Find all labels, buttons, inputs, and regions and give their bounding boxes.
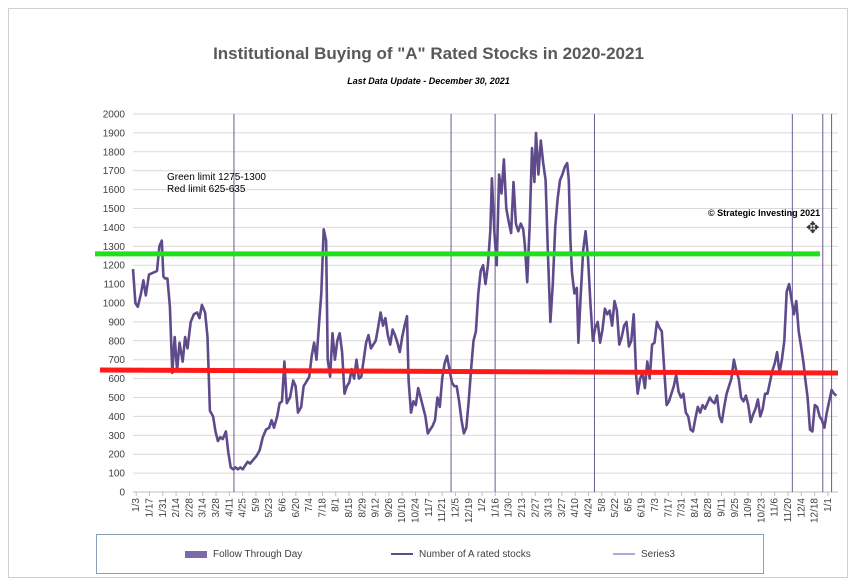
legend-label: Follow Through Day	[213, 549, 303, 560]
x-tick-label: 2/14	[171, 498, 182, 518]
chart-subtitle: Last Data Update - December 30, 2021	[347, 76, 510, 86]
x-tick-label: 2/13	[517, 498, 528, 518]
red-limit-note: Red limit 625-635	[167, 184, 246, 195]
x-tick-label: 1/16	[490, 498, 501, 518]
x-tick-label: 7/18	[317, 498, 328, 518]
x-tick-label: 11/21	[437, 498, 448, 523]
chart-title: Institutional Buying of "A" Rated Stocks…	[213, 44, 644, 63]
legend: Follow Through Day Number of A rated sto…	[96, 534, 764, 574]
x-tick-label: 1/1	[823, 498, 834, 512]
x-tick-label: 4/25	[238, 498, 249, 518]
x-tick-label: 3/27	[557, 498, 568, 518]
x-tick-label: 1/17	[145, 498, 156, 518]
x-tick-label: 3/28	[211, 498, 222, 518]
red-limit-line	[99, 367, 839, 376]
x-tick-label: 8/29	[357, 498, 368, 518]
x-tick-label: 10/23	[756, 498, 767, 523]
y-tick-label: 300	[108, 431, 125, 442]
x-tick-label: 9/26	[384, 498, 395, 518]
y-tick-label: 400	[108, 412, 125, 423]
x-tick-label: 5/22	[610, 498, 621, 518]
x-tick-label: 8/1	[331, 498, 342, 512]
y-tick-label: 800	[108, 336, 125, 347]
legend-item-series3: Series3	[613, 549, 675, 560]
y-tick-label: 1400	[103, 223, 126, 234]
x-tick-label: 4/10	[570, 498, 581, 518]
x-tick-label: 8/15	[344, 498, 355, 518]
y-tick-label: 500	[108, 393, 125, 404]
x-tick-label: 12/5	[450, 498, 461, 518]
x-tick-label: 6/19	[637, 498, 648, 518]
x-tick-label: 5/9	[251, 498, 262, 512]
x-tick-label: 6/6	[278, 498, 289, 512]
y-tick-label: 100	[108, 469, 125, 480]
y-tick-label: 2000	[103, 110, 126, 121]
x-tick-label: 4/11	[224, 498, 235, 517]
x-tick-label: 10/10	[397, 498, 408, 523]
x-tick-label: 5/23	[264, 498, 275, 518]
x-tick-label: 5/8	[597, 498, 608, 512]
y-tick-label: 1700	[103, 166, 126, 177]
y-tick-label: 1500	[103, 204, 126, 215]
x-tick-label: 11/20	[783, 498, 794, 523]
move-cursor-icon: ✥	[806, 220, 820, 237]
y-tick-label: 1600	[103, 185, 126, 196]
x-tick-label: 2/27	[530, 498, 541, 518]
x-tick-label: 4/24	[583, 498, 594, 518]
x-tick-label: 9/12	[371, 498, 382, 518]
x-tick-label: 8/28	[703, 498, 714, 518]
x-tick-label: 1/2	[477, 498, 488, 512]
series-line-a-rated-stocks	[131, 131, 838, 471]
x-tick-label: 6/20	[291, 498, 302, 518]
y-tick-label: 200	[108, 450, 125, 461]
x-tick-label: 8/14	[690, 498, 701, 518]
x-tick-label: 12/19	[464, 498, 475, 523]
x-tick-label: 1/30	[504, 498, 515, 518]
x-tick-label: 3/13	[544, 498, 555, 518]
copyright-note: © Strategic Investing 2021	[708, 208, 821, 218]
y-tick-label: 1900	[103, 128, 126, 139]
x-tick-label: 7/3	[650, 498, 661, 512]
y-tick-label: 1800	[103, 147, 126, 158]
x-tick-label: 7/17	[663, 498, 674, 518]
legend-swatch	[185, 550, 207, 558]
x-tick-label: 6/5	[623, 498, 634, 512]
y-tick-label: 1000	[103, 299, 126, 310]
x-tick-label: 9/25	[730, 498, 741, 518]
legend-item-a-rated-stocks: Number of A rated stocks	[391, 549, 531, 560]
y-tick-label: 1200	[103, 261, 126, 272]
x-tick-label: 9/11	[716, 498, 727, 517]
y-tick-label: 1300	[103, 242, 126, 253]
x-tick-label: 10/9	[743, 498, 754, 518]
legend-label: Series3	[641, 549, 675, 560]
y-tick-label: 600	[108, 374, 125, 385]
legend-item-follow-through-day: Follow Through Day	[185, 549, 302, 560]
x-tick-label: 3/14	[198, 498, 209, 518]
x-tick-label: 10/24	[411, 498, 422, 523]
legend-swatch	[391, 553, 413, 556]
x-tick-label: 7/4	[304, 498, 315, 512]
y-tick-label: 0	[119, 488, 125, 499]
x-tick-label: 12/18	[810, 498, 821, 523]
x-tick-label: 12/4	[796, 498, 807, 518]
legend-swatch	[613, 553, 635, 556]
x-tick-label: 1/3	[131, 498, 142, 512]
x-tick-label: 1/31	[158, 498, 169, 518]
legend-label: Number of A rated stocks	[419, 549, 531, 560]
chart-frame	[8, 8, 848, 578]
green-limit-note: Green limit 1275-1300	[167, 172, 266, 183]
x-tick-label: 11/7	[424, 498, 435, 517]
y-tick-label: 900	[108, 317, 125, 328]
y-tick-label: 1100	[103, 280, 125, 291]
y-tick-label: 700	[108, 355, 125, 366]
x-tick-label: 11/6	[770, 498, 781, 517]
x-tick-label: 2/28	[184, 498, 195, 518]
x-tick-label: 7/31	[677, 498, 688, 518]
